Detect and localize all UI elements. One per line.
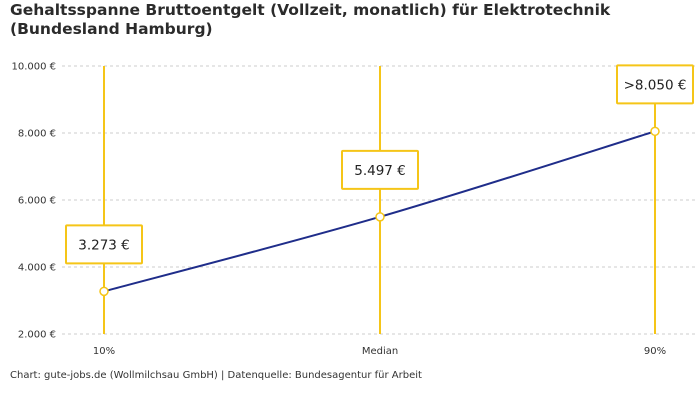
y-tick-label: 8.000 € bbox=[18, 129, 56, 140]
y-axis: 2.000 € 4.000 € 6.000 € 8.000 € 10.000 € bbox=[11, 62, 56, 341]
x-axis: 10% Median 90% bbox=[93, 346, 666, 357]
data-label: >8.050 € bbox=[624, 77, 687, 93]
y-tick-label: 6.000 € bbox=[18, 196, 56, 207]
data-label: 5.497 € bbox=[354, 163, 406, 179]
data-point bbox=[99, 286, 109, 297]
data-label-box bbox=[65, 224, 143, 265]
grid-lines bbox=[62, 65, 696, 335]
y-tick-label: 2.000 € bbox=[18, 330, 56, 341]
data-point bbox=[375, 212, 385, 222]
x-tick-label: 90% bbox=[644, 346, 666, 357]
x-tick-label: 10% bbox=[93, 346, 115, 357]
x-tick-label: Median bbox=[362, 346, 398, 357]
y-tick-label: 4.000 € bbox=[18, 263, 56, 274]
data-point bbox=[650, 126, 660, 137]
chart-title: Gehaltsspanne Bruttoentgelt (Vollzeit, m… bbox=[10, 1, 611, 38]
salary-chart: 2.000 € 4.000 € 6.000 € 8.000 € 10.000 € 3.2… bbox=[11, 62, 696, 357]
data-label: 3.273 € bbox=[78, 237, 130, 253]
y-tick-label: 10.000 € bbox=[11, 62, 56, 73]
data-labels: 3.273 € 5.497 € >8.050 € bbox=[65, 64, 694, 265]
data-label-box bbox=[341, 149, 419, 190]
data-label-box bbox=[616, 64, 694, 105]
chart-source: Chart: gute-jobs.de (Wollmilchsau GmbH) … bbox=[10, 370, 422, 381]
data-points bbox=[99, 126, 660, 297]
